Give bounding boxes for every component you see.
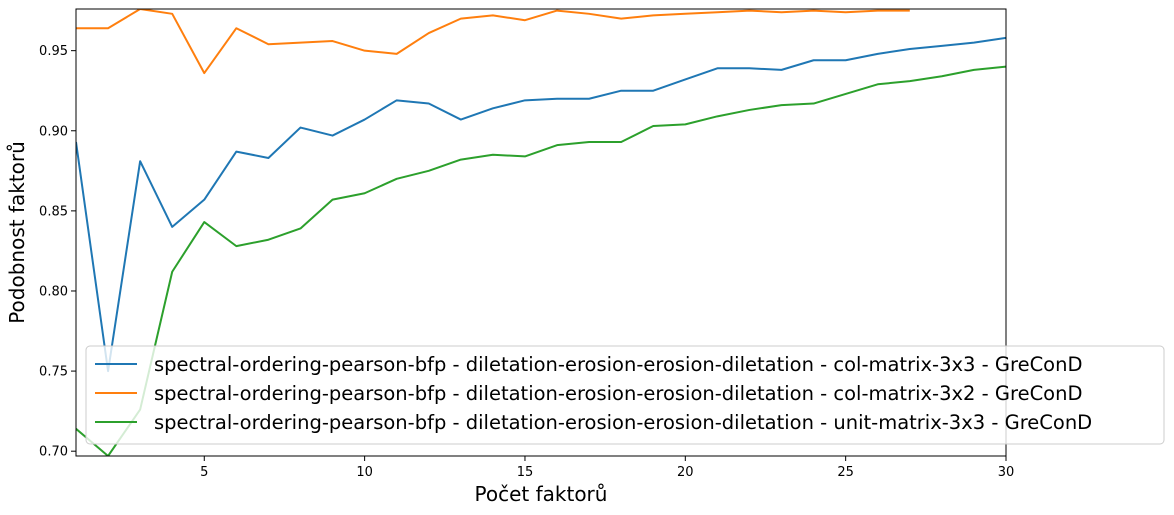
plot-frame <box>75 8 1007 457</box>
x-tick-label-3: 15 <box>517 465 534 480</box>
legend: spectral-ordering-pearson-bfp - diletati… <box>85 345 1165 445</box>
y-tick-label-5: 0.90 <box>39 124 68 139</box>
y-tick-label-2: 0.75 <box>39 365 68 380</box>
legend-label-2: spectral-ordering-pearson-bfp - diletati… <box>154 382 1083 405</box>
y-tick-label-3: 0.80 <box>39 284 68 299</box>
series-line-2 <box>76 9 910 75</box>
y-axis: 0.70 0.75 0.80 0.85 0.90 0.95 <box>39 44 76 460</box>
x-axis-label: Počet faktorů <box>475 482 608 506</box>
legend-label-3: spectral-ordering-pearson-bfp - diletati… <box>154 411 1092 434</box>
x-tick-label-4: 20 <box>677 465 694 480</box>
legend-frame <box>85 345 1165 445</box>
x-tick-label-1: 5 <box>200 465 208 480</box>
series-line-1 <box>76 36 1006 373</box>
y-tick-label-1: 0.70 <box>39 445 68 460</box>
y-tick-label-4: 0.85 <box>39 204 68 219</box>
y-axis-label: Podobnost faktorů <box>5 141 29 324</box>
x-axis: 5 10 15 20 25 30 <box>200 456 1014 480</box>
x-tick-label-2: 10 <box>356 465 373 480</box>
legend-label-1: spectral-ordering-pearson-bfp - diletati… <box>154 353 1083 376</box>
x-tick-label-6: 30 <box>998 465 1015 480</box>
series-line-3 <box>76 65 1006 456</box>
series-layer <box>76 9 1006 456</box>
x-tick-label-5: 25 <box>837 465 854 480</box>
y-tick-label-6: 0.95 <box>39 44 68 59</box>
